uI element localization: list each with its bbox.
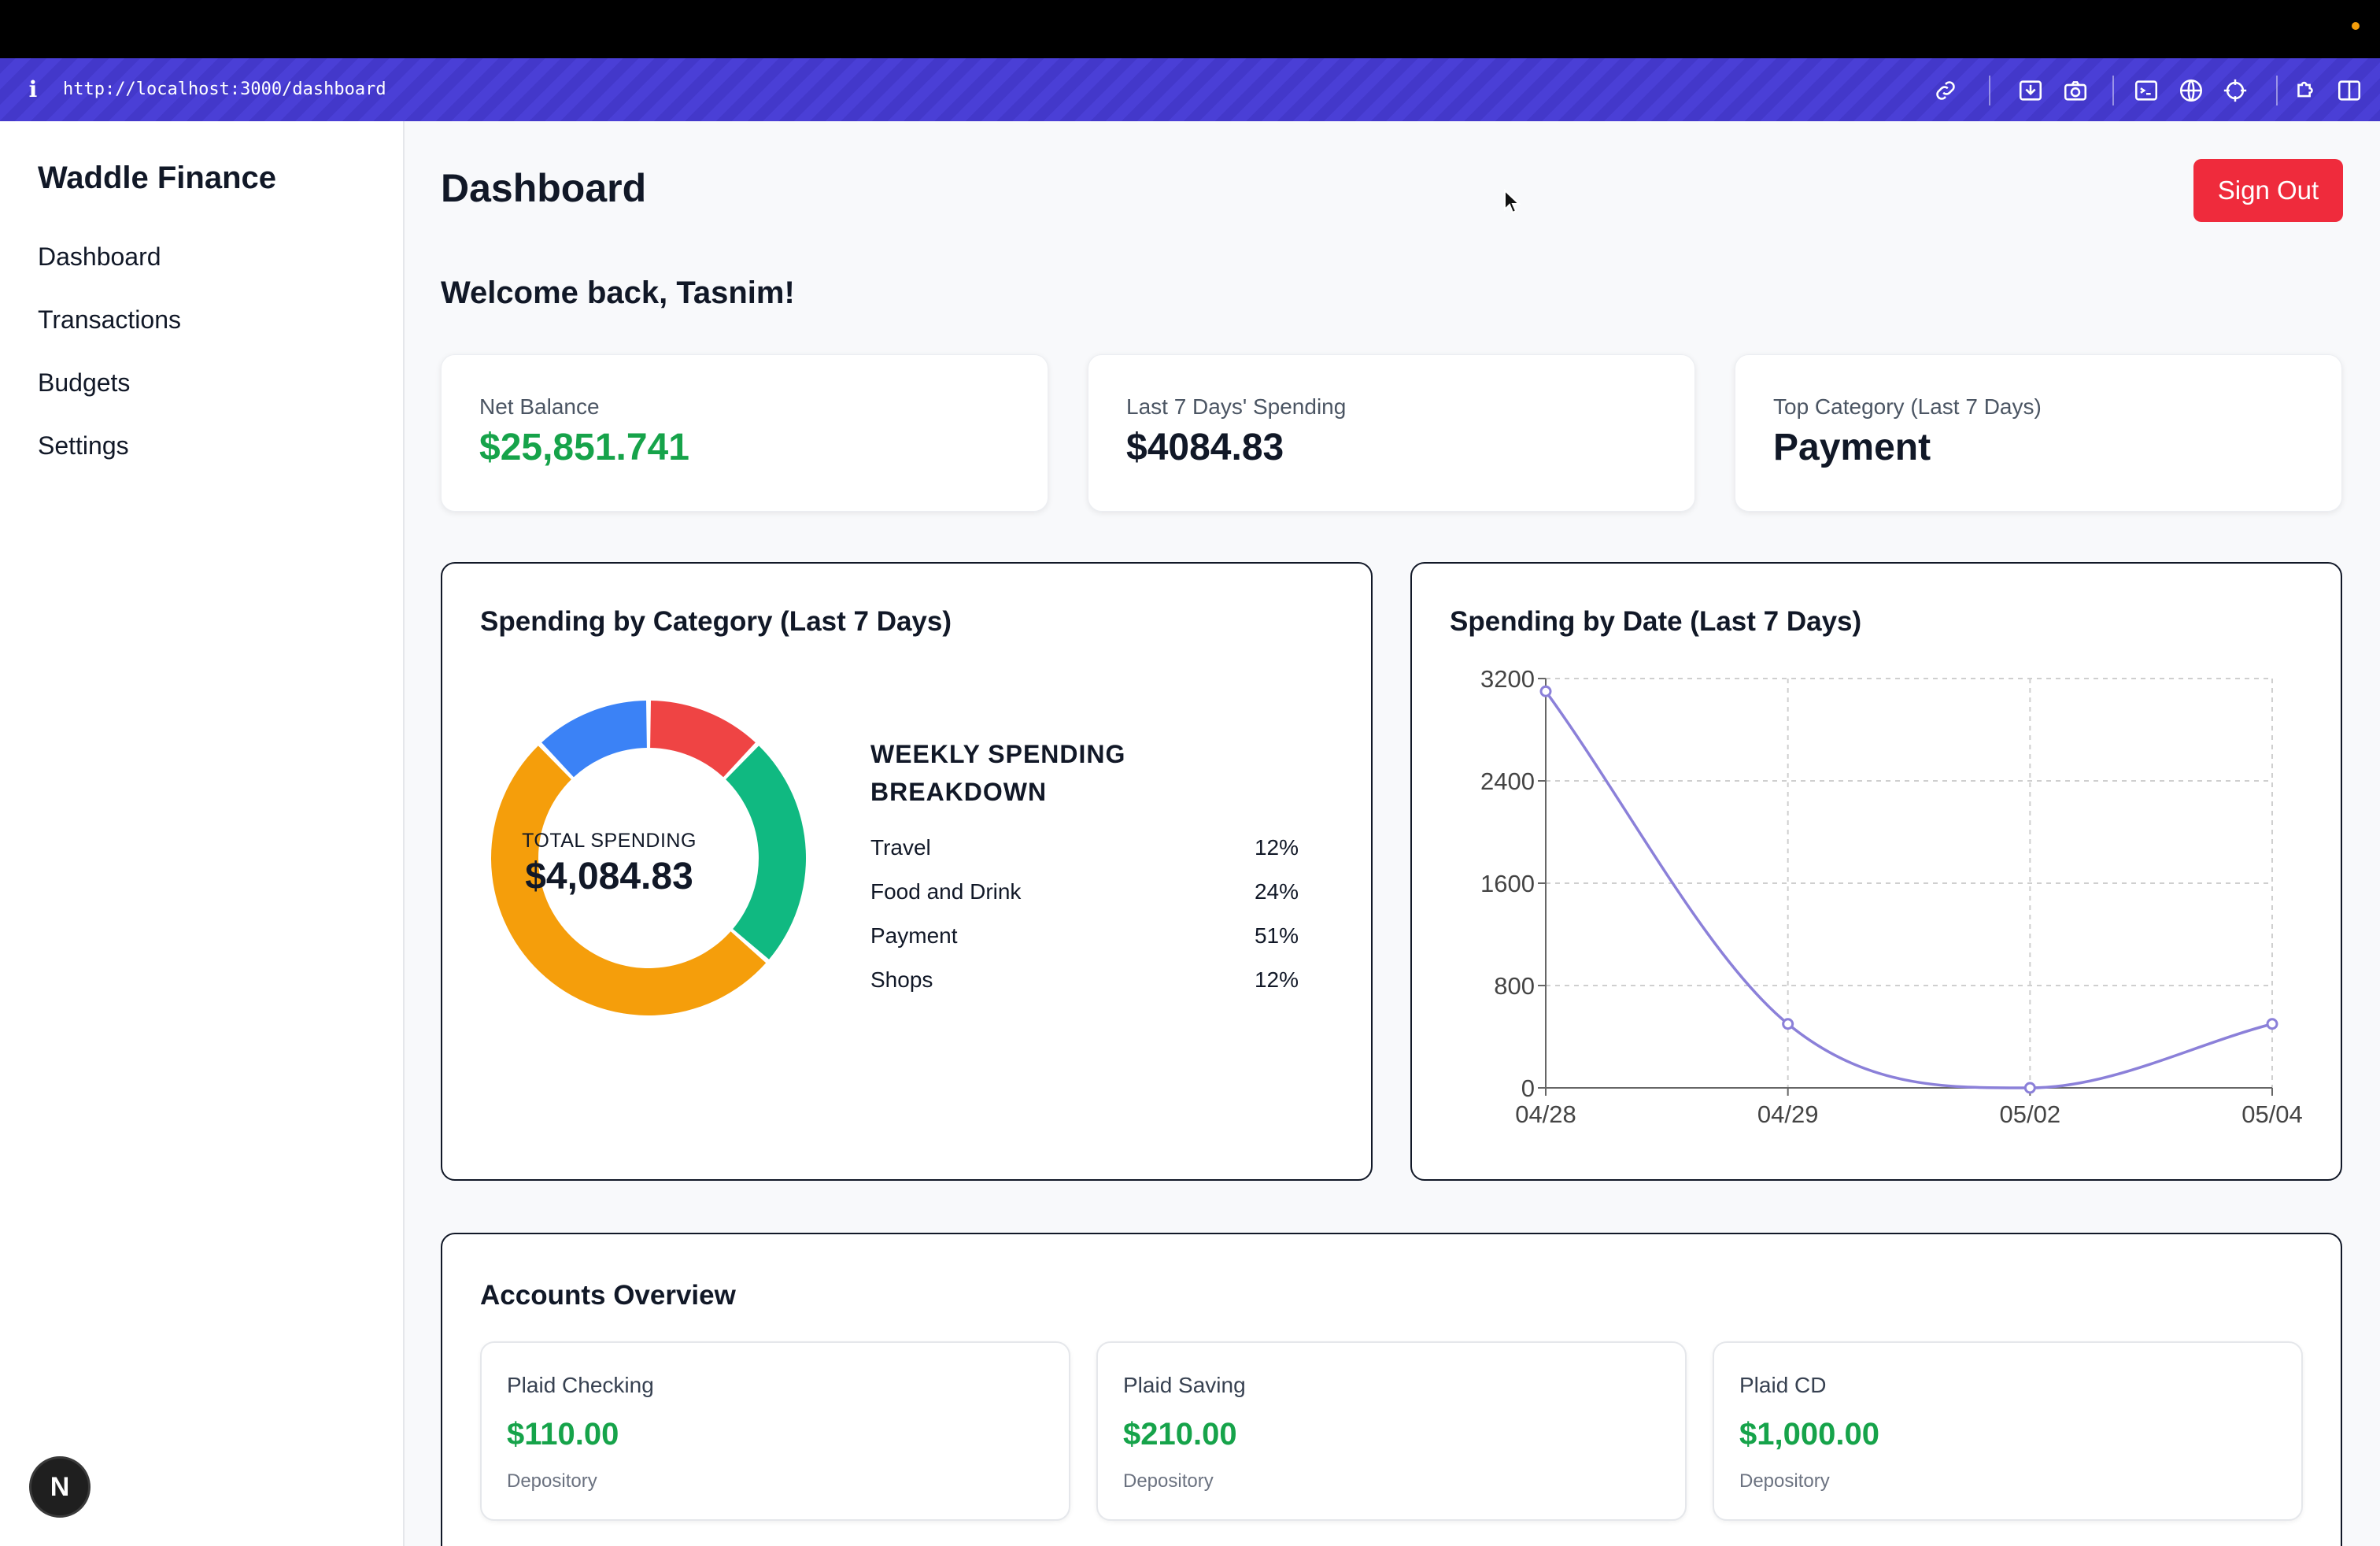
- sidebar-item-budgets[interactable]: Budgets: [38, 368, 131, 397]
- recording-indicator-dot: [2352, 22, 2360, 30]
- account-name: Plaid CD: [1739, 1373, 1827, 1397]
- brand-title: Waddle Finance: [38, 161, 277, 195]
- crosshair-icon[interactable]: [2222, 77, 2249, 104]
- account-name: Plaid Checking: [507, 1373, 654, 1397]
- stat-value: $25,851.741: [479, 427, 689, 468]
- split-view-icon[interactable]: [2336, 77, 2363, 104]
- donut-slice[interactable]: [650, 701, 756, 778]
- x-tick-label: 04/28: [1515, 1100, 1576, 1128]
- stat-label: Last 7 Days' Spending: [1126, 394, 1347, 419]
- mouse-cursor-icon: [1504, 189, 1521, 214]
- os-menu-bar: [0, 0, 2380, 58]
- stat-card-top-category: Top Category (Last 7 Days) Payment: [1735, 354, 2342, 512]
- account-type: Depository: [1739, 1470, 1830, 1492]
- account-name: Plaid Saving: [1123, 1373, 1246, 1397]
- data-point[interactable]: [1539, 685, 1552, 697]
- panel-title: Spending by Date (Last 7 Days): [1450, 606, 1862, 637]
- stat-value: Payment: [1773, 427, 1931, 468]
- stat-label: Top Category (Last 7 Days): [1773, 394, 2042, 419]
- breakdown-category: Food and Drink: [870, 879, 1022, 904]
- puzzle-icon[interactable]: [2292, 77, 2319, 104]
- x-tick-label: 05/04: [2241, 1100, 2303, 1128]
- breakdown-row: Travel 12%: [870, 835, 1299, 867]
- breakdown-row: Food and Drink 24%: [870, 879, 1299, 911]
- y-tick-label: 3200: [1480, 665, 1535, 693]
- y-tick-label: 2400: [1480, 767, 1535, 795]
- download-icon[interactable]: [2017, 77, 2044, 104]
- breakdown-title: WEEKLY SPENDING BREAKDOWN: [870, 740, 1126, 806]
- data-point[interactable]: [2266, 1018, 2278, 1030]
- donut-center-value: $4,084.83: [525, 856, 693, 897]
- breakdown-category: Travel: [870, 835, 931, 860]
- spending-by-date-panel: Spending by Date (Last 7 Days) 0 800 1600 2…: [1410, 562, 2342, 1181]
- breakdown-percent: 12%: [1254, 967, 1299, 992]
- data-point[interactable]: [1782, 1018, 1794, 1030]
- breakdown-row: Shops 12%: [870, 967, 1299, 999]
- account-type: Depository: [507, 1470, 597, 1492]
- page-title: Dashboard: [441, 166, 647, 210]
- nextjs-dev-badge[interactable]: N: [29, 1456, 91, 1518]
- series-line: [1544, 690, 2273, 1089]
- camera-icon[interactable]: [2062, 77, 2089, 104]
- link-icon[interactable]: [1932, 77, 1959, 104]
- account-balance: $110.00: [507, 1417, 619, 1452]
- globe-icon[interactable]: [2178, 77, 2204, 104]
- y-tick-label: 0: [1521, 1074, 1535, 1102]
- y-tick-label: 1600: [1480, 870, 1535, 897]
- donut-slice[interactable]: [491, 745, 767, 1015]
- stat-card-net-balance: Net Balance $25,851.741: [441, 354, 1048, 512]
- donut-chart: [491, 701, 806, 1015]
- breakdown-percent: 51%: [1254, 923, 1299, 948]
- panel-title: Spending by Category (Last 7 Days): [480, 606, 952, 637]
- donut-slice[interactable]: [726, 745, 806, 960]
- breakdown-percent: 12%: [1254, 835, 1299, 860]
- breakdown-row: Payment 51%: [870, 923, 1299, 955]
- account-card[interactable]: Plaid Checking $110.00 Depository: [480, 1341, 1070, 1521]
- data-point[interactable]: [2023, 1082, 2036, 1094]
- browser-url-bar: i http://localhost:3000/dashboard: [0, 58, 2380, 121]
- accounts-overview-panel: Accounts Overview Plaid Checking $110.00…: [441, 1233, 2342, 1546]
- stat-label: Net Balance: [479, 394, 600, 419]
- account-balance: $1,000.00: [1739, 1417, 1879, 1452]
- sidebar-item-dashboard[interactable]: Dashboard: [38, 242, 161, 271]
- donut-center-label: TOTAL SPENDING: [522, 830, 697, 852]
- sidebar: Waddle Finance Dashboard Transactions Bu…: [0, 121, 405, 1546]
- stat-card-weekly-spending: Last 7 Days' Spending $4084.83: [1088, 354, 1695, 512]
- x-tick-label: 05/02: [2000, 1100, 2061, 1128]
- stat-value: $4084.83: [1126, 427, 1284, 468]
- panel-title: Accounts Overview: [480, 1280, 736, 1311]
- y-tick-label: 800: [1494, 972, 1535, 1000]
- account-type: Depository: [1123, 1470, 1214, 1492]
- breakdown-category: Payment: [870, 923, 958, 948]
- breakdown-category: Shops: [870, 967, 933, 992]
- url-text[interactable]: http://localhost:3000/dashboard: [63, 80, 386, 99]
- sidebar-item-transactions[interactable]: Transactions: [38, 305, 181, 334]
- sign-out-button[interactable]: Sign Out: [2193, 159, 2343, 222]
- breakdown-percent: 24%: [1254, 879, 1299, 904]
- toolbar-separator: [2112, 76, 2114, 105]
- toolbar-separator: [1989, 76, 1990, 105]
- account-card[interactable]: Plaid Saving $210.00 Depository: [1096, 1341, 1687, 1521]
- info-icon[interactable]: i: [28, 76, 38, 102]
- account-balance: $210.00: [1123, 1417, 1237, 1452]
- spending-by-category-panel: Spending by Category (Last 7 Days) TOTAL…: [441, 562, 1373, 1181]
- x-tick-label: 04/29: [1757, 1100, 1819, 1128]
- terminal-icon[interactable]: [2133, 77, 2160, 104]
- account-card[interactable]: Plaid CD $1,000.00 Depository: [1713, 1341, 2303, 1521]
- welcome-message: Welcome back, Tasnim!: [441, 276, 795, 310]
- toolbar-separator: [2276, 76, 2278, 105]
- sidebar-item-settings[interactable]: Settings: [38, 431, 129, 460]
- donut-slice[interactable]: [541, 701, 647, 778]
- line-chart: 0 800 1600 2400 3200 04/28 04/29 05/02 05/04: [1480, 665, 2303, 1128]
